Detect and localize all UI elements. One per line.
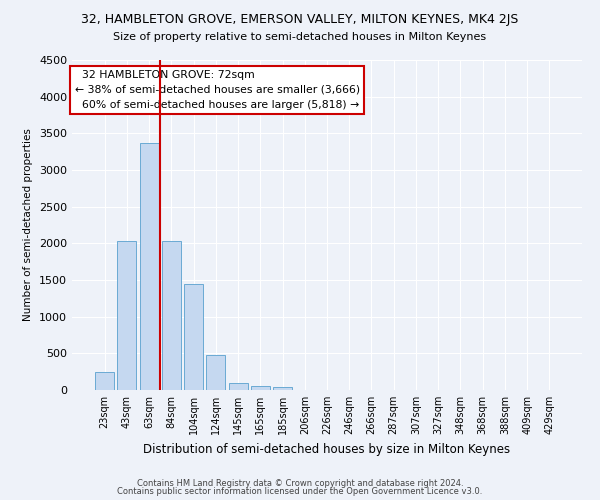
Text: Contains public sector information licensed under the Open Government Licence v3: Contains public sector information licen… [118, 487, 482, 496]
Text: Size of property relative to semi-detached houses in Milton Keynes: Size of property relative to semi-detach… [113, 32, 487, 42]
Bar [206, 355, 225, 390]
Bar [184, 284, 203, 390]
Text: 32, HAMBLETON GROVE, EMERSON VALLEY, MILTON KEYNES, MK4 2JS: 32, HAMBLETON GROVE, EMERSON VALLEY, MIL… [82, 12, 518, 26]
Bar [140, 143, 158, 390]
Bar [229, 382, 248, 390]
Text: 32 HAMBLETON GROVE: 72sqm  
← 38% of semi-detached houses are smaller (3,666)
  : 32 HAMBLETON GROVE: 72sqm ← 38% of semi-… [74, 70, 359, 110]
Bar [273, 386, 292, 390]
Bar [95, 372, 114, 390]
Y-axis label: Number of semi-detached properties: Number of semi-detached properties [23, 128, 34, 322]
Bar [251, 386, 270, 390]
X-axis label: Distribution of semi-detached houses by size in Milton Keynes: Distribution of semi-detached houses by … [143, 442, 511, 456]
Text: Contains HM Land Registry data © Crown copyright and database right 2024.: Contains HM Land Registry data © Crown c… [137, 478, 463, 488]
Bar [118, 241, 136, 390]
Bar [162, 241, 181, 390]
